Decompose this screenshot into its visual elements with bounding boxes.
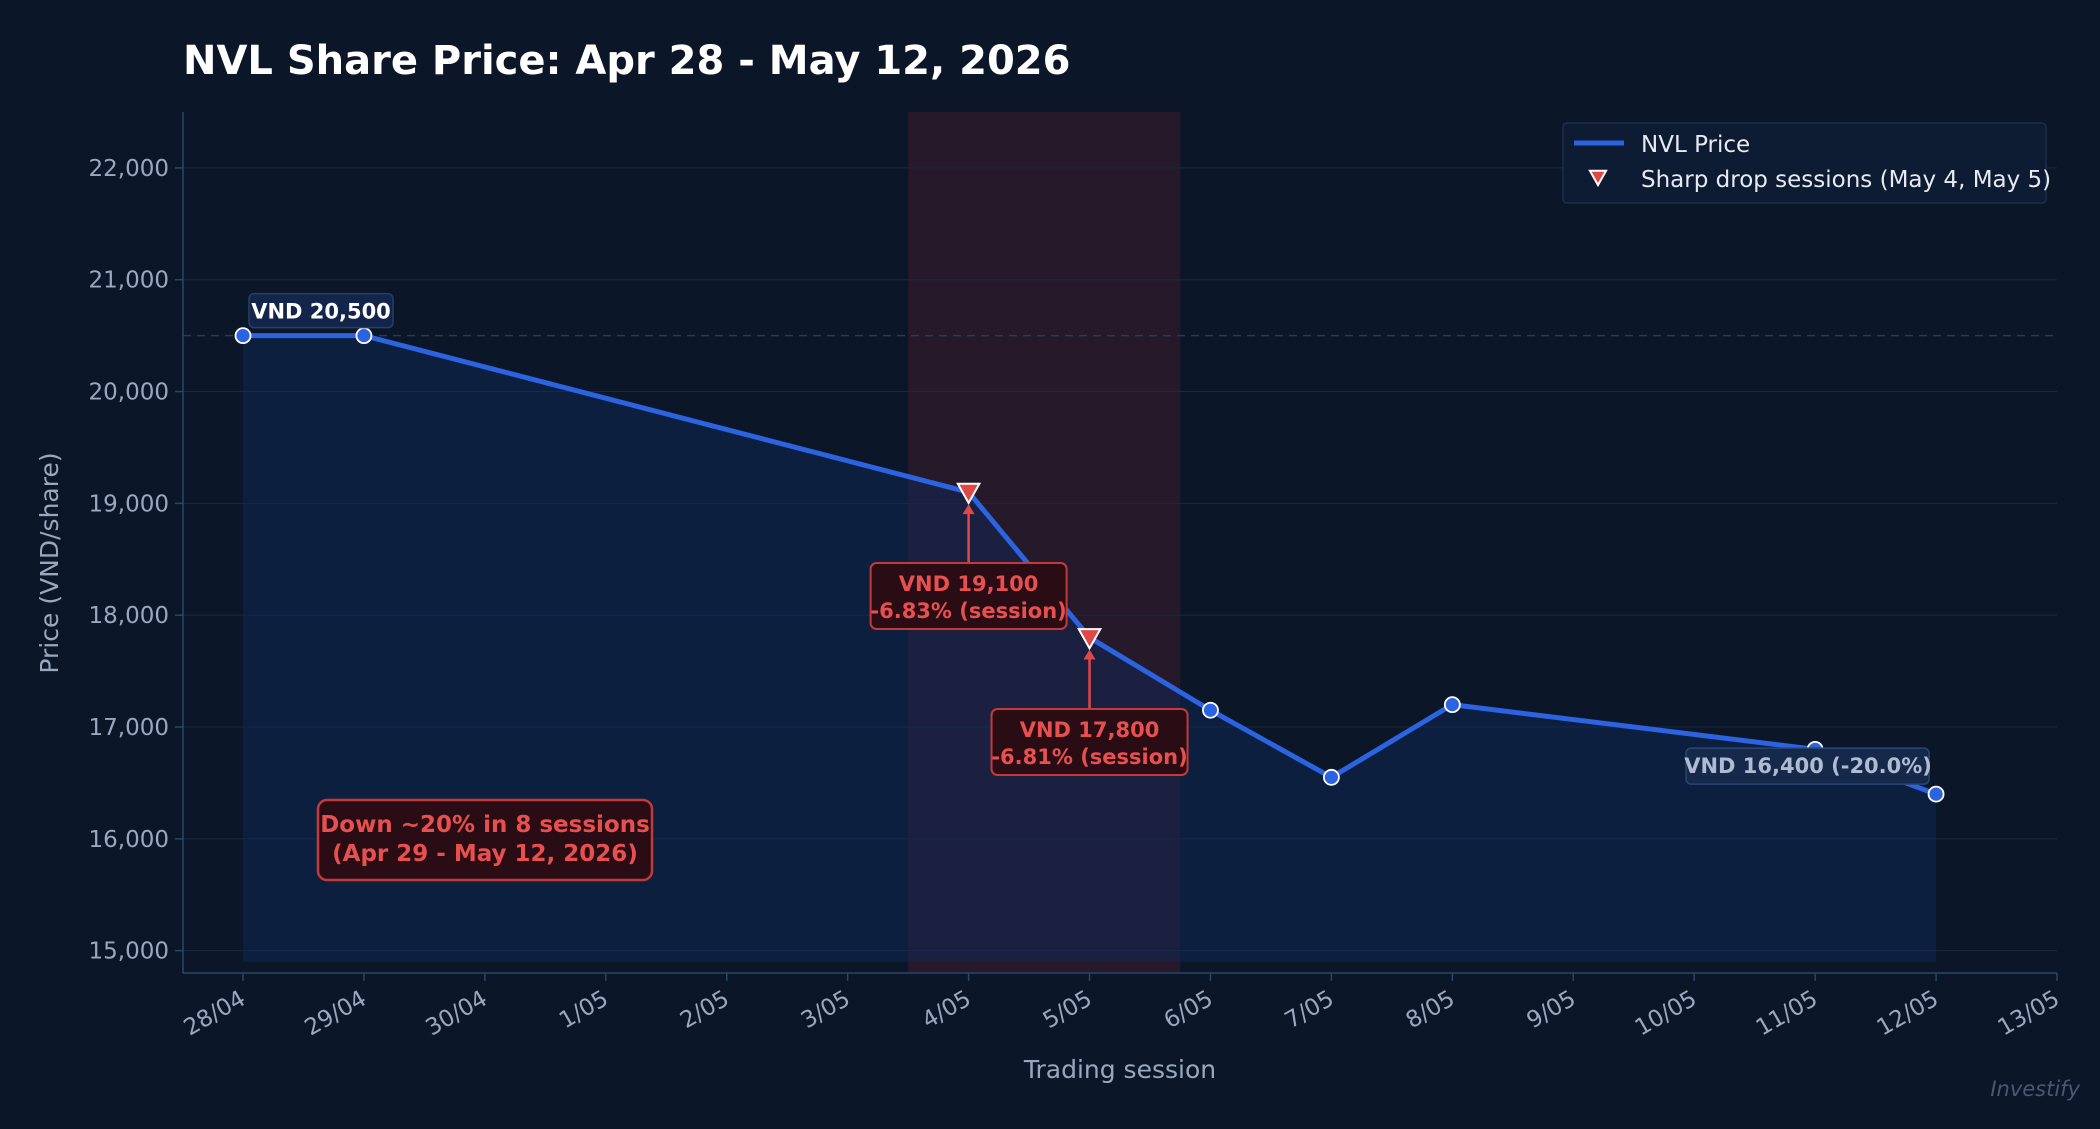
y-tick-label: 19,000 xyxy=(89,491,169,517)
y-tick-label: 16,000 xyxy=(89,827,169,853)
legend-price-label: NVL Price xyxy=(1641,132,1750,158)
end-price-label: VND 16,400 (-20.0%) xyxy=(1684,754,1932,778)
drop2-annotation-box xyxy=(990,708,1189,776)
y-tick-label: 22,000 xyxy=(89,156,169,182)
legend-drop-marker xyxy=(1588,169,1608,188)
drop-marker xyxy=(1077,628,1103,651)
watermark: Investify xyxy=(1990,1077,2080,1101)
summary-box xyxy=(316,798,654,882)
drop1-annotation-price: VND 19,100 xyxy=(899,572,1039,596)
price-point xyxy=(1202,701,1219,719)
start-price-label-box xyxy=(248,292,394,329)
summary-line-2: (Apr 29 - May 12, 2026) xyxy=(332,841,638,867)
price-point xyxy=(1323,768,1340,786)
drop1-annotation-box xyxy=(869,562,1068,630)
drop2-annotation-price: VND 17,800 xyxy=(1020,718,1160,742)
legend-box xyxy=(1562,122,2047,204)
drop1-annotation-change: -6.83% (session) xyxy=(870,599,1066,623)
y-axis-label: Price (VND/share) xyxy=(35,452,64,673)
legend-drop-label: Sharp drop sessions (May 4, May 5) xyxy=(1641,167,2051,193)
price-point xyxy=(1927,785,1945,803)
drop2-annotation-change: -6.81% (session) xyxy=(991,745,1187,769)
end-price-label-box xyxy=(1685,747,1930,785)
y-tick-label: 15,000 xyxy=(89,939,169,965)
start-price-label: VND 20,500 xyxy=(251,300,391,324)
price-point xyxy=(355,327,373,345)
y-tick-label: 18,000 xyxy=(89,603,169,629)
drop2-annotation-arrowhead xyxy=(1083,649,1096,660)
drop1-annotation-arrowhead xyxy=(962,504,975,515)
chart-title: NVL Share Price: Apr 28 - May 12, 2026 xyxy=(183,38,1070,84)
price-point xyxy=(1443,696,1461,714)
x-axis-label: Trading session xyxy=(1023,1055,1216,1084)
summary-line-1: Down ~20% in 8 sessions xyxy=(320,812,650,838)
y-tick-label: 21,000 xyxy=(89,268,169,294)
price-point xyxy=(234,327,252,345)
y-tick-label: 20,000 xyxy=(89,380,169,406)
drop-period-shading xyxy=(908,112,1181,973)
y-tick-label: 17,000 xyxy=(89,715,169,741)
drop-marker xyxy=(956,482,982,506)
